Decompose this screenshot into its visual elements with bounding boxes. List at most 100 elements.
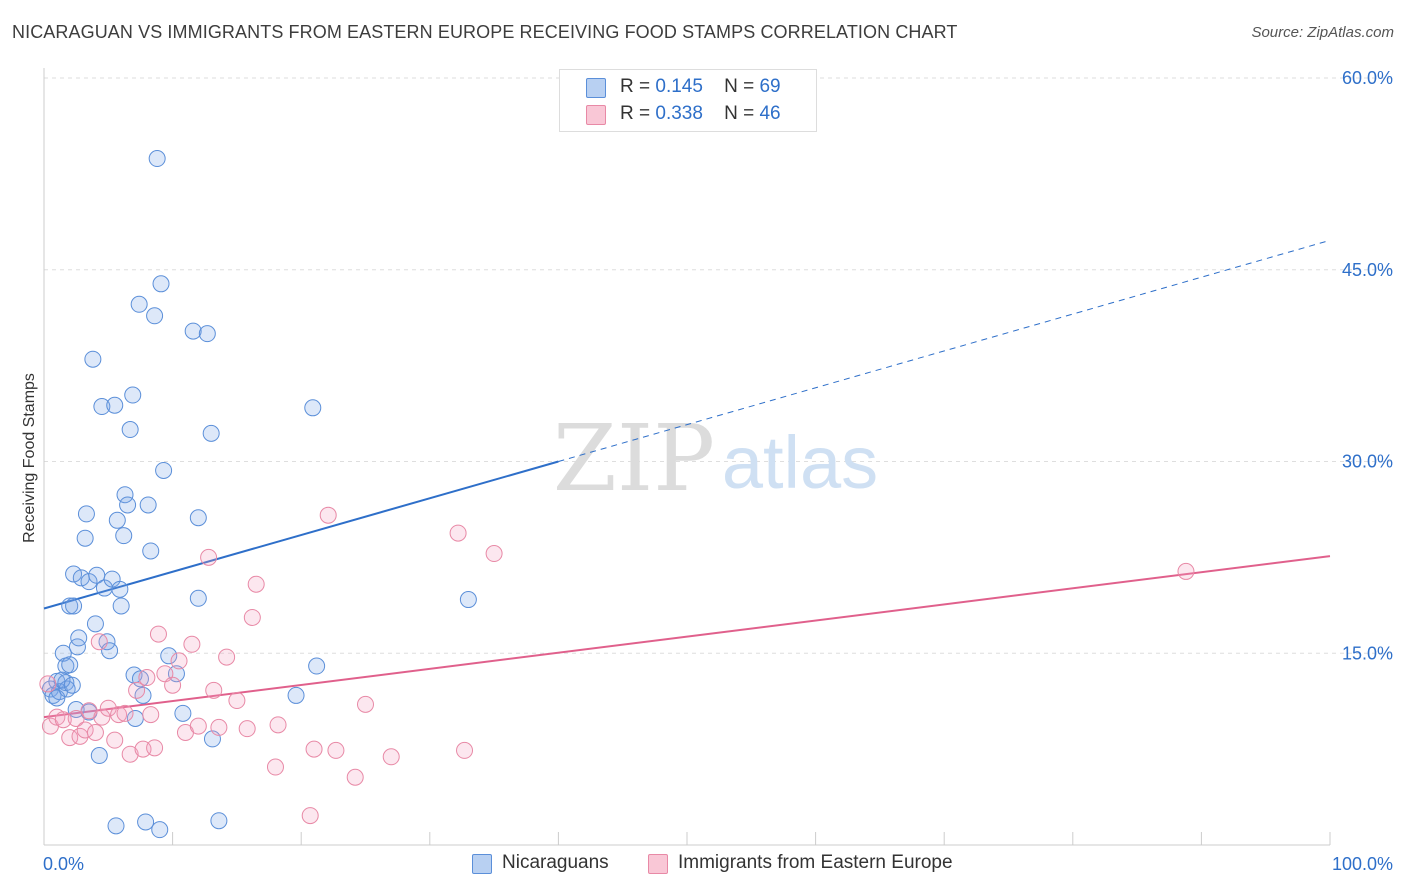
- point-nicaraguans-55: [189, 589, 207, 607]
- point-eastern-europe-5: [67, 709, 85, 727]
- point-eastern-europe-12: [99, 699, 117, 717]
- point-eastern-europe-28: [189, 717, 207, 735]
- point-eastern-europe-30: [205, 681, 223, 699]
- legend-swatch-eastern-europe: [586, 105, 606, 125]
- point-nicaraguans-31: [108, 511, 126, 529]
- point-nicaraguans-67: [53, 671, 71, 689]
- point-nicaraguans-54: [189, 509, 207, 527]
- point-nicaraguans-49: [155, 461, 173, 479]
- point-nicaraguans-61: [137, 813, 155, 831]
- point-nicaraguans-44: [139, 496, 157, 514]
- point-nicaraguans-18: [77, 505, 95, 523]
- legend-r-label: R =: [620, 76, 651, 97]
- point-nicaraguans-64: [304, 399, 322, 417]
- point-eastern-europe-44: [357, 695, 374, 713]
- point-nicaraguans-59: [210, 812, 228, 830]
- trend-line-nicaraguans: [43, 460, 559, 610]
- point-nicaraguans-41: [130, 295, 148, 313]
- point-eastern-europe-43: [346, 768, 364, 786]
- point-nicaraguans-32: [111, 580, 129, 598]
- point-nicaraguans-62: [107, 817, 125, 835]
- bottom-legend-label-eastern-europe: Immigrants from Eastern Europe: [678, 852, 953, 873]
- point-nicaraguans-15: [70, 629, 88, 647]
- trend-line-eastern-europe: [43, 555, 1331, 719]
- point-nicaraguans-63: [287, 686, 305, 704]
- legend-r-value-eastern-europe: 0.338: [655, 103, 703, 124]
- point-eastern-europe-48: [485, 545, 503, 563]
- point-eastern-europe-33: [228, 692, 246, 710]
- bottom-legend-swatch-nicaraguans: [472, 854, 492, 874]
- point-nicaraguans-57: [202, 424, 220, 442]
- point-eastern-europe-46: [449, 524, 467, 542]
- point-eastern-europe-42: [327, 741, 345, 759]
- point-eastern-europe-16: [121, 745, 139, 763]
- y-tick-label-45: 45.0%: [1342, 260, 1393, 280]
- legend-n-value-eastern-europe: 46: [759, 103, 781, 124]
- trend-line-nicaraguans-extension: [558, 239, 1331, 462]
- point-nicaraguans-13: [67, 700, 85, 718]
- point-eastern-europe-15: [116, 704, 134, 722]
- point-eastern-europe-38: [269, 716, 287, 734]
- point-nicaraguans-37: [121, 421, 139, 439]
- point-nicaraguans-65: [308, 657, 326, 675]
- point-eastern-europe-29: [200, 548, 218, 566]
- point-nicaraguans-47: [148, 150, 166, 168]
- stats-legend: R = 0.145 N = 69 R = 0.338 N = 46: [559, 69, 817, 132]
- point-nicaraguans-46: [146, 307, 164, 325]
- point-eastern-europe-47: [456, 741, 474, 759]
- point-nicaraguans-60: [151, 821, 169, 839]
- watermark-atlas: atlas: [722, 421, 878, 504]
- axes-layer: [43, 68, 1331, 846]
- y-axis-label: Receiving Food Stamps: [21, 373, 38, 543]
- point-eastern-europe-25: [170, 652, 188, 670]
- point-nicaraguans-53: [184, 322, 202, 340]
- y-tick-label-60: 60.0%: [1342, 68, 1393, 88]
- point-nicaraguans-14: [68, 638, 86, 656]
- point-nicaraguans-68: [63, 676, 81, 694]
- x-tick-label-min: 0.0%: [43, 854, 84, 874]
- point-nicaraguans-24: [90, 747, 108, 765]
- point-eastern-europe-10: [90, 633, 108, 651]
- point-eastern-europe-49: [1177, 562, 1195, 580]
- point-eastern-europe-41: [319, 506, 337, 524]
- point-nicaraguans-56: [198, 325, 216, 343]
- point-eastern-europe-3: [54, 711, 72, 729]
- point-eastern-europe-19: [138, 669, 156, 687]
- point-nicaraguans-48: [152, 275, 170, 293]
- y-tick-label-30: 30.0%: [1342, 452, 1393, 472]
- legend-swatch-nicaraguans: [586, 78, 606, 98]
- point-nicaraguans-30: [106, 396, 124, 414]
- point-nicaraguans-11: [65, 597, 83, 615]
- point-eastern-europe-39: [301, 807, 319, 825]
- legend-r-value-nicaraguans: 0.145: [655, 76, 703, 97]
- point-eastern-europe-22: [149, 625, 167, 643]
- point-nicaraguans-12: [65, 565, 83, 583]
- source-label: Source: ZipAtlas.com: [1251, 24, 1394, 41]
- point-eastern-europe-35: [243, 608, 261, 626]
- point-eastern-europe-20: [142, 706, 160, 724]
- watermark-zip: ZIP: [553, 405, 715, 512]
- point-nicaraguans-21: [84, 350, 102, 368]
- legend-n-value-nicaraguans: 69: [759, 76, 781, 97]
- legend-r-label: R =: [620, 103, 651, 124]
- point-nicaraguans-52: [174, 704, 192, 722]
- point-eastern-europe-40: [305, 740, 323, 758]
- point-nicaraguans-9: [61, 656, 79, 674]
- point-nicaraguans-45: [142, 542, 160, 560]
- point-nicaraguans-17: [76, 529, 94, 547]
- point-eastern-europe-27: [183, 635, 201, 653]
- point-nicaraguans-50: [160, 647, 178, 665]
- point-nicaraguans-10: [61, 597, 79, 615]
- point-eastern-europe-32: [218, 648, 236, 666]
- point-eastern-europe-17: [128, 681, 146, 699]
- point-eastern-europe-36: [247, 575, 265, 593]
- legend-n-label: N =: [724, 103, 755, 124]
- y-tick-label-15: 15.0%: [1342, 643, 1393, 663]
- point-nicaraguans-33: [112, 597, 130, 615]
- points-layer: [39, 150, 1195, 839]
- point-nicaraguans-38: [124, 386, 142, 404]
- point-eastern-europe-13: [106, 731, 124, 749]
- chart-title: NICARAGUAN VS IMMIGRANTS FROM EASTERN EU…: [12, 22, 958, 42]
- point-eastern-europe-21: [146, 739, 164, 757]
